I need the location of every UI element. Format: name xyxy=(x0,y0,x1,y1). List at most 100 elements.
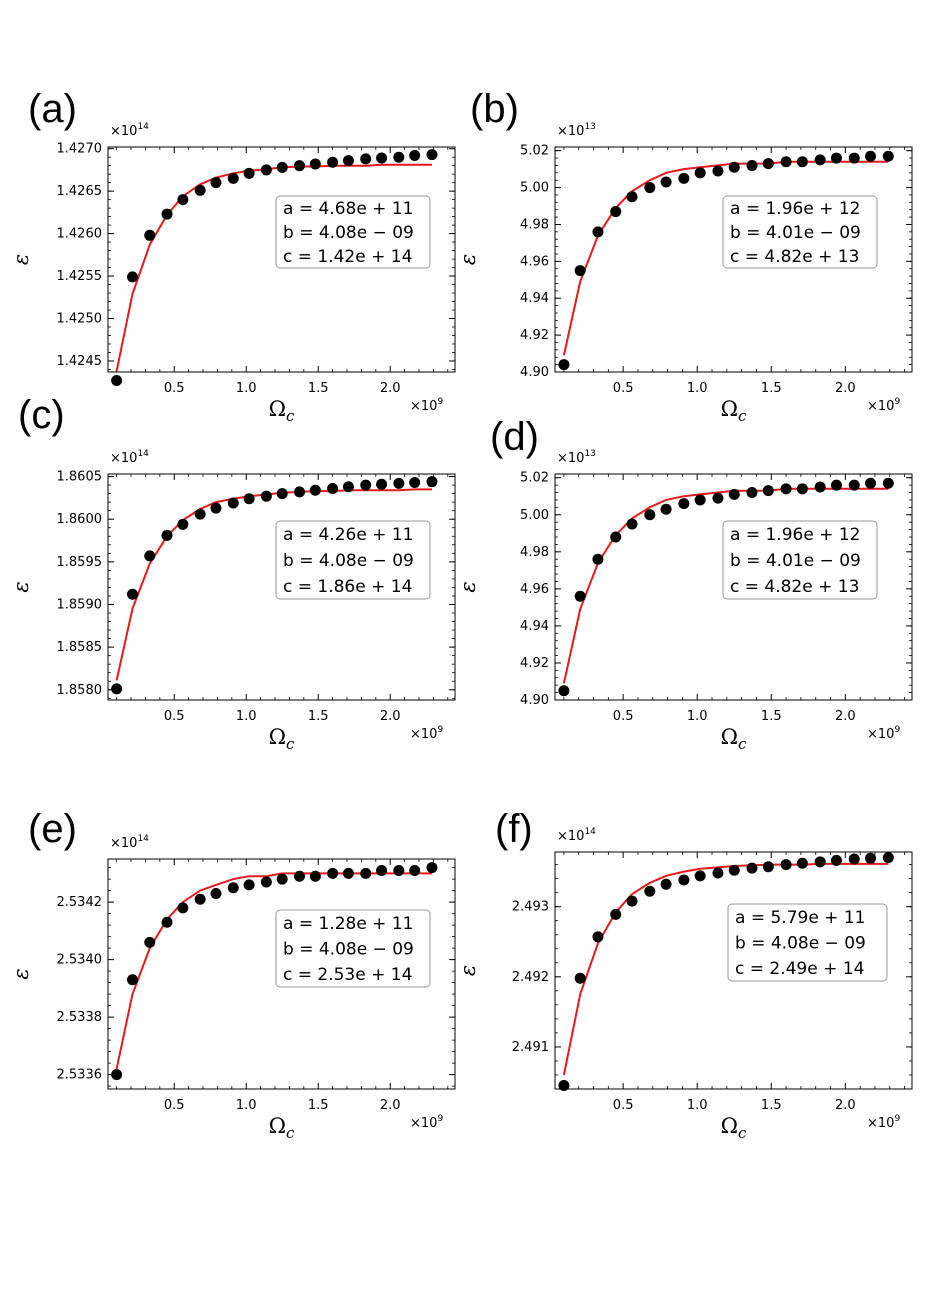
y-tick-label: 1.8600 xyxy=(57,512,103,527)
data-point xyxy=(144,550,156,562)
y-axis-label: ε xyxy=(456,965,480,976)
data-point xyxy=(610,531,622,543)
x-axis-label: Ωc xyxy=(721,397,747,425)
data-point xyxy=(830,152,842,164)
x-tick-label: 1.5 xyxy=(761,381,782,396)
data-point xyxy=(830,479,842,491)
data-point xyxy=(194,184,206,196)
data-point xyxy=(694,494,706,506)
y-tick-label: 5.02 xyxy=(520,471,549,486)
x-multiplier-base: ×10 xyxy=(410,399,437,414)
x-tick-label: 1.0 xyxy=(687,709,708,724)
data-point xyxy=(260,490,272,502)
x-tick-label: 1.0 xyxy=(236,1098,257,1113)
x-tick-label: 0.5 xyxy=(164,709,185,724)
x-multiplier-base: ×10 xyxy=(410,727,437,742)
data-point xyxy=(762,485,774,497)
data-point xyxy=(243,493,255,505)
x-tick-label: 0.5 xyxy=(164,381,185,396)
x-tick-label: 1.5 xyxy=(761,1098,782,1113)
data-point xyxy=(865,852,877,864)
data-point xyxy=(610,206,622,218)
data-point xyxy=(780,859,792,871)
data-point xyxy=(694,167,706,179)
data-point xyxy=(126,974,138,986)
data-point xyxy=(762,861,774,873)
data-point xyxy=(592,226,604,238)
data-point xyxy=(360,479,372,491)
data-point xyxy=(342,867,354,879)
x-axis-label-main: Ω xyxy=(721,397,738,421)
y-tick-label: 4.90 xyxy=(520,365,549,380)
data-point xyxy=(210,177,222,189)
x-axis-label-sub: c xyxy=(286,407,295,425)
data-point xyxy=(626,895,638,907)
legend-entry: c = 2.53e + 14 xyxy=(283,965,412,985)
panel-label: (f) xyxy=(495,807,533,851)
data-point xyxy=(111,683,123,695)
x-tick-label: 1.0 xyxy=(687,381,708,396)
x-tick-label: 0.5 xyxy=(164,1098,185,1113)
x-axis-label: Ωc xyxy=(721,725,747,753)
data-point xyxy=(194,508,206,520)
data-point xyxy=(746,159,758,171)
data-point xyxy=(243,879,255,891)
data-point xyxy=(746,487,758,499)
data-point xyxy=(728,161,740,173)
y-tick-label: 1.4270 xyxy=(57,142,103,157)
y-tick-label: 5.00 xyxy=(520,508,549,523)
data-point xyxy=(309,158,321,170)
y-tick-label: 4.92 xyxy=(520,656,549,671)
data-point xyxy=(426,862,438,874)
y-tick-label: 4.94 xyxy=(520,619,549,634)
legend-box xyxy=(722,520,878,600)
data-point xyxy=(592,931,604,943)
data-point xyxy=(644,509,656,521)
data-point xyxy=(276,161,288,173)
data-point xyxy=(342,481,354,493)
x-axis-label-sub: c xyxy=(738,735,747,753)
x-axis-label-main: Ω xyxy=(269,725,286,749)
legend-entry: c = 4.82e + 13 xyxy=(730,247,859,267)
data-point xyxy=(293,160,305,172)
panel-d: (d) 0.5 1.0 1.5 2.0 4.90 4.92 4.94 4.96 4.98 5.00 5… xyxy=(456,415,913,753)
data-point xyxy=(678,172,690,184)
data-point xyxy=(126,588,138,600)
data-point xyxy=(260,164,272,176)
legend-entry: c = 1.86e + 14 xyxy=(283,577,412,597)
data-point xyxy=(558,1079,570,1091)
data-point xyxy=(293,486,305,498)
x-tick-label: 1.5 xyxy=(308,381,329,396)
y-tick-label: 5.02 xyxy=(520,144,549,159)
x-multiplier: ×109 xyxy=(867,1114,900,1131)
data-point xyxy=(161,208,173,220)
panel-label: (d) xyxy=(490,415,539,459)
legend-entry: b = 4.01e − 09 xyxy=(730,223,861,243)
x-tick-label: 0.5 xyxy=(613,709,634,724)
plot-frame xyxy=(107,146,456,373)
y-multiplier: ×1013 xyxy=(557,449,596,466)
y-tick-label: 1.8605 xyxy=(57,470,103,485)
data-point xyxy=(161,916,173,928)
data-point xyxy=(574,265,586,277)
data-point xyxy=(360,153,372,165)
data-point xyxy=(376,478,388,490)
x-multiplier-base: ×10 xyxy=(867,727,894,742)
y-tick-label: 2.492 xyxy=(512,970,549,985)
data-point xyxy=(712,165,724,177)
x-axis-label-main: Ω xyxy=(269,1114,286,1138)
y-axis-label: ε xyxy=(9,254,33,265)
legend-box xyxy=(275,909,431,988)
data-point xyxy=(574,972,586,984)
x-tick-label: 0.5 xyxy=(613,381,634,396)
data-point xyxy=(177,518,189,530)
y-multiplier-base: ×10 xyxy=(110,836,137,851)
y-axis-label: ε xyxy=(9,968,33,979)
y-tick-label: 4.90 xyxy=(520,693,549,708)
x-axis-label-sub: c xyxy=(286,735,295,753)
x-multiplier-exp: 9 xyxy=(894,725,900,735)
legend-entry: b = 4.08e − 09 xyxy=(283,223,414,243)
x-multiplier-exp: 9 xyxy=(894,397,900,407)
plot-frame xyxy=(554,473,913,701)
